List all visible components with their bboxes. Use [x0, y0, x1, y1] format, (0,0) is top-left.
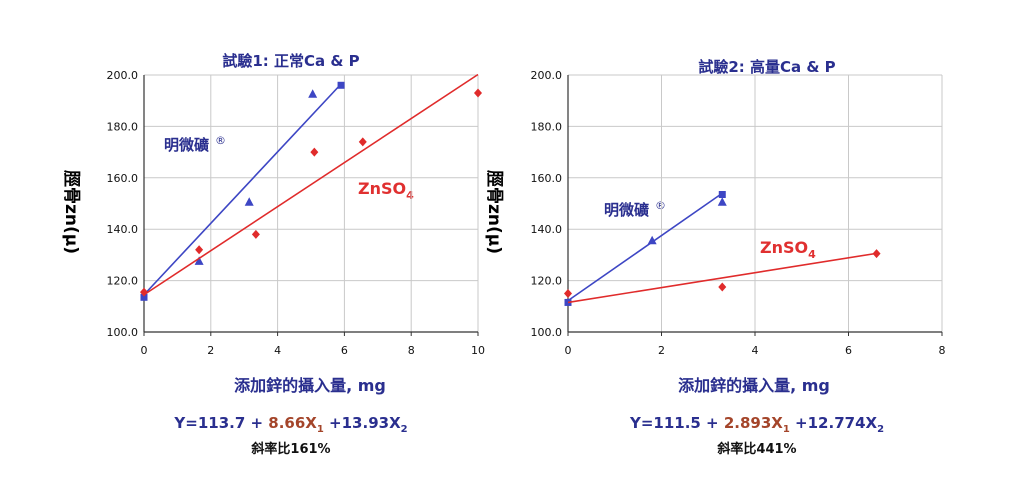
chart2-ytick-label: 200.0: [531, 69, 563, 82]
chart1-ytick-label: 140.0: [107, 223, 139, 236]
chart2-znso4-fit-line: [567, 252, 877, 304]
chart2-znso4-point-diamond: [872, 249, 881, 259]
chart2-equation: Y=111.5 + 2.893X1 +12.774X2: [629, 414, 884, 435]
chart1-zinc-product-point-square: [337, 81, 345, 89]
chart1-slope-ratio: 斜率比161%: [250, 441, 330, 457]
chart2-zinc-product-fit-line: [567, 192, 723, 302]
chart2-ytick-label: 120.0: [531, 275, 563, 288]
chart2-ytick-label: 180.0: [531, 120, 563, 133]
chart1-label-zinc-product-name: 明微礦: [164, 136, 209, 154]
chart1-zinc-product-point-triangle: [244, 197, 254, 206]
chart2-zinc-product-point-triangle: [717, 197, 727, 206]
chart2-label-znso4-sub: 4: [808, 248, 816, 261]
chart1-label-registered-mark: ®: [215, 134, 226, 147]
chart1-ytick-label: 100.0: [107, 326, 139, 339]
chart1-ytick-label: 120.0: [107, 275, 139, 288]
chart1-znso4-point-diamond: [195, 245, 204, 255]
chart2-eq-sub2: 2: [877, 424, 884, 435]
chart1-eq-coef1: 8.66X: [268, 414, 317, 432]
chart1-label-znso4-name: ZnSO: [358, 179, 406, 198]
chart1-eq-sub2: 2: [401, 424, 408, 435]
chart2-plot: 100.0 120.0 140.0 160.0 180.0 200.0 0 2 4 6 8: [531, 69, 946, 357]
chart1-xtick-label: 0: [141, 344, 148, 357]
chart2-xtick-label: 8: [939, 344, 946, 357]
chart1-label-znso4: ZnSO4: [358, 179, 414, 202]
chart2-label-znso4-name: ZnSO: [760, 238, 808, 257]
chart1-zinc-product-fit-line: [143, 83, 342, 296]
chart2-xtick-label: 2: [658, 344, 665, 357]
chart2-zinc-product-point-triangle: [647, 235, 657, 245]
chart1-label-znso4-sub: 4: [406, 189, 414, 202]
chart2-ylabel: 脛骨zn(µ): [484, 170, 504, 254]
chart1-eq-lead: Y=113.7 +: [173, 414, 268, 432]
chart1-xtick-label: 6: [341, 344, 348, 357]
chart2-xlabel: 添加鋅的攝入量, mg: [678, 376, 830, 395]
chart2-ytick-label: 140.0: [531, 223, 563, 236]
chart1-ytick-label: 180.0: [107, 120, 139, 133]
chart1-zinc-product-point-triangle: [194, 256, 204, 265]
chart1-ylabel: 脛骨zn(µ): [61, 170, 81, 254]
chart2-eq-sub1: 1: [783, 424, 790, 435]
chart1-ylabel-prefix: 脛: [61, 170, 81, 187]
chart1-zinc-product-point-triangle: [308, 89, 318, 98]
chart2-xtick-label: 0: [565, 344, 572, 357]
chart2-label-znso4: ZnSO4: [760, 238, 816, 261]
chart2-znso4-point-diamond: [564, 288, 572, 298]
chart1-ytick-label: 160.0: [107, 172, 139, 185]
chart2-xtick-label: 6: [845, 344, 852, 357]
chart2-xtick-label: 4: [752, 344, 759, 357]
chart1-znso4-fit-line: [143, 73, 479, 296]
chart1-znso4-point-diamond: [251, 229, 260, 239]
chart2-label-registered-mark: ®: [655, 199, 666, 212]
chart2-znso4-point-diamond: [718, 282, 727, 292]
chart2-ytick-label: 100.0: [531, 326, 563, 339]
chart1-eq-sub1: 1: [317, 424, 324, 435]
chart2-ylabel-prefix: 脛: [484, 170, 504, 187]
chart1-xtick-label: 10: [471, 344, 485, 357]
chart1-xtick-label: 4: [274, 344, 281, 357]
chart1-zinc-product-point-square: [140, 293, 148, 301]
chart1-znso4-point-diamond: [474, 88, 482, 98]
chart1-xlabel: 添加鋅的攝入量, mg: [234, 376, 386, 395]
chart2-label-zinc-product: 明微礦 ®: [604, 199, 666, 219]
chart1-equation: Y=113.7 + 8.66X1 +13.93X2: [173, 414, 407, 435]
chart1-xtick-label: 8: [408, 344, 415, 357]
chart2-title: 試驗2: 高量Ca & P: [698, 58, 835, 76]
chart2-label-zinc-product-name: 明微礦: [604, 201, 649, 219]
chart2-slope-ratio: 斜率比441%: [716, 441, 796, 457]
chart1-znso4-point-diamond: [358, 137, 367, 147]
chart2-eq-lead: Y=111.5 +: [629, 414, 724, 432]
chart1-title: 試驗1: 正常Ca & P: [222, 52, 359, 70]
chart1-plot: 100.0 120.0 140.0 160.0 180.0 200.0 0 2 4 6 8 10: [107, 69, 486, 357]
chart2-ylabel-main: 骨zn(µ): [484, 187, 504, 254]
chart1-xtick-label: 2: [207, 344, 214, 357]
chart2-ytick-label: 160.0: [531, 172, 563, 185]
chart1-eq-rest: +13.93X: [324, 414, 401, 432]
chart1-ytick-label: 200.0: [107, 69, 139, 82]
chart2-eq-rest: +12.774X: [790, 414, 878, 432]
chart1-znso4-point-diamond: [310, 147, 319, 157]
chart1-ylabel-main: 骨zn(µ): [61, 187, 81, 254]
chart2-eq-coef1: 2.893X: [724, 414, 783, 432]
chart1-label-zinc-product: 明微礦 ®: [164, 134, 226, 154]
chart1-znso4-point-diamond: [140, 287, 148, 297]
chart2-zinc-product-point-square: [718, 191, 726, 199]
